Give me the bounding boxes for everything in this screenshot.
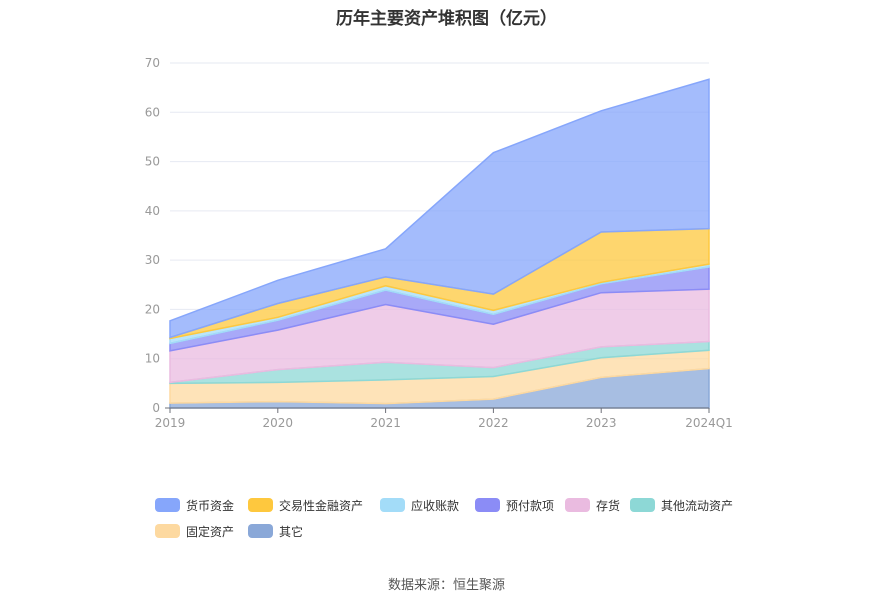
legend-swatch — [475, 498, 500, 512]
y-tick-label: 70 — [145, 56, 160, 70]
legend-swatch — [248, 498, 273, 512]
legend-swatch — [630, 498, 655, 512]
y-tick-label: 60 — [145, 105, 160, 119]
legend-item[interactable]: 其它 — [248, 523, 303, 539]
x-tick-label: 2020 — [263, 416, 294, 430]
legend-swatch — [155, 524, 180, 538]
legend-label: 预付款项 — [506, 498, 555, 513]
legend-label: 存货 — [596, 498, 621, 513]
stacked-areas — [169, 78, 710, 409]
axes: 0 10 20 30 40 50 60 70 2019 2020 2021 2022 2023 2024Q… — [145, 56, 733, 430]
chart-title: 历年主要资产堆积图（亿元） — [336, 9, 557, 29]
legend-label: 其它 — [279, 524, 304, 539]
legend-swatch — [155, 498, 180, 512]
x-tick-label: 2023 — [586, 416, 617, 430]
source-note: 数据来源：恒生聚源 — [387, 578, 505, 593]
legend-item[interactable]: 货币资金 — [155, 497, 234, 513]
legend-label: 货币资金 — [186, 498, 235, 513]
legend-swatch — [380, 498, 405, 512]
x-tick-label: 2019 — [155, 416, 186, 430]
legend-item[interactable]: 存货 — [565, 497, 620, 513]
y-tick-label: 0 — [152, 401, 160, 415]
x-tick-label: 2024Q1 — [685, 416, 733, 430]
x-tick-label: 2022 — [478, 416, 509, 430]
legend-item[interactable]: 预付款项 — [475, 497, 554, 513]
y-tick-label: 50 — [145, 155, 160, 169]
legend-item[interactable]: 其他流动资产 — [630, 497, 733, 513]
legend-label: 其他流动资产 — [661, 498, 734, 513]
legend-label: 交易性金融资产 — [279, 498, 364, 513]
y-tick-label: 20 — [145, 302, 160, 316]
area-series-7 — [169, 78, 710, 339]
legend-item[interactable]: 固定资产 — [155, 523, 234, 539]
legend-item[interactable]: 应收账款 — [380, 497, 459, 513]
x-tick-label: 2021 — [370, 416, 401, 430]
legend-swatch — [565, 498, 590, 512]
legend-label: 固定资产 — [186, 524, 235, 539]
legend-item[interactable]: 交易性金融资产 — [248, 497, 363, 513]
y-tick-label: 10 — [145, 352, 160, 366]
legend-label: 应收账款 — [411, 498, 460, 513]
legend-swatch — [248, 524, 273, 538]
y-tick-label: 40 — [145, 204, 160, 218]
y-tick-label: 30 — [145, 253, 160, 267]
